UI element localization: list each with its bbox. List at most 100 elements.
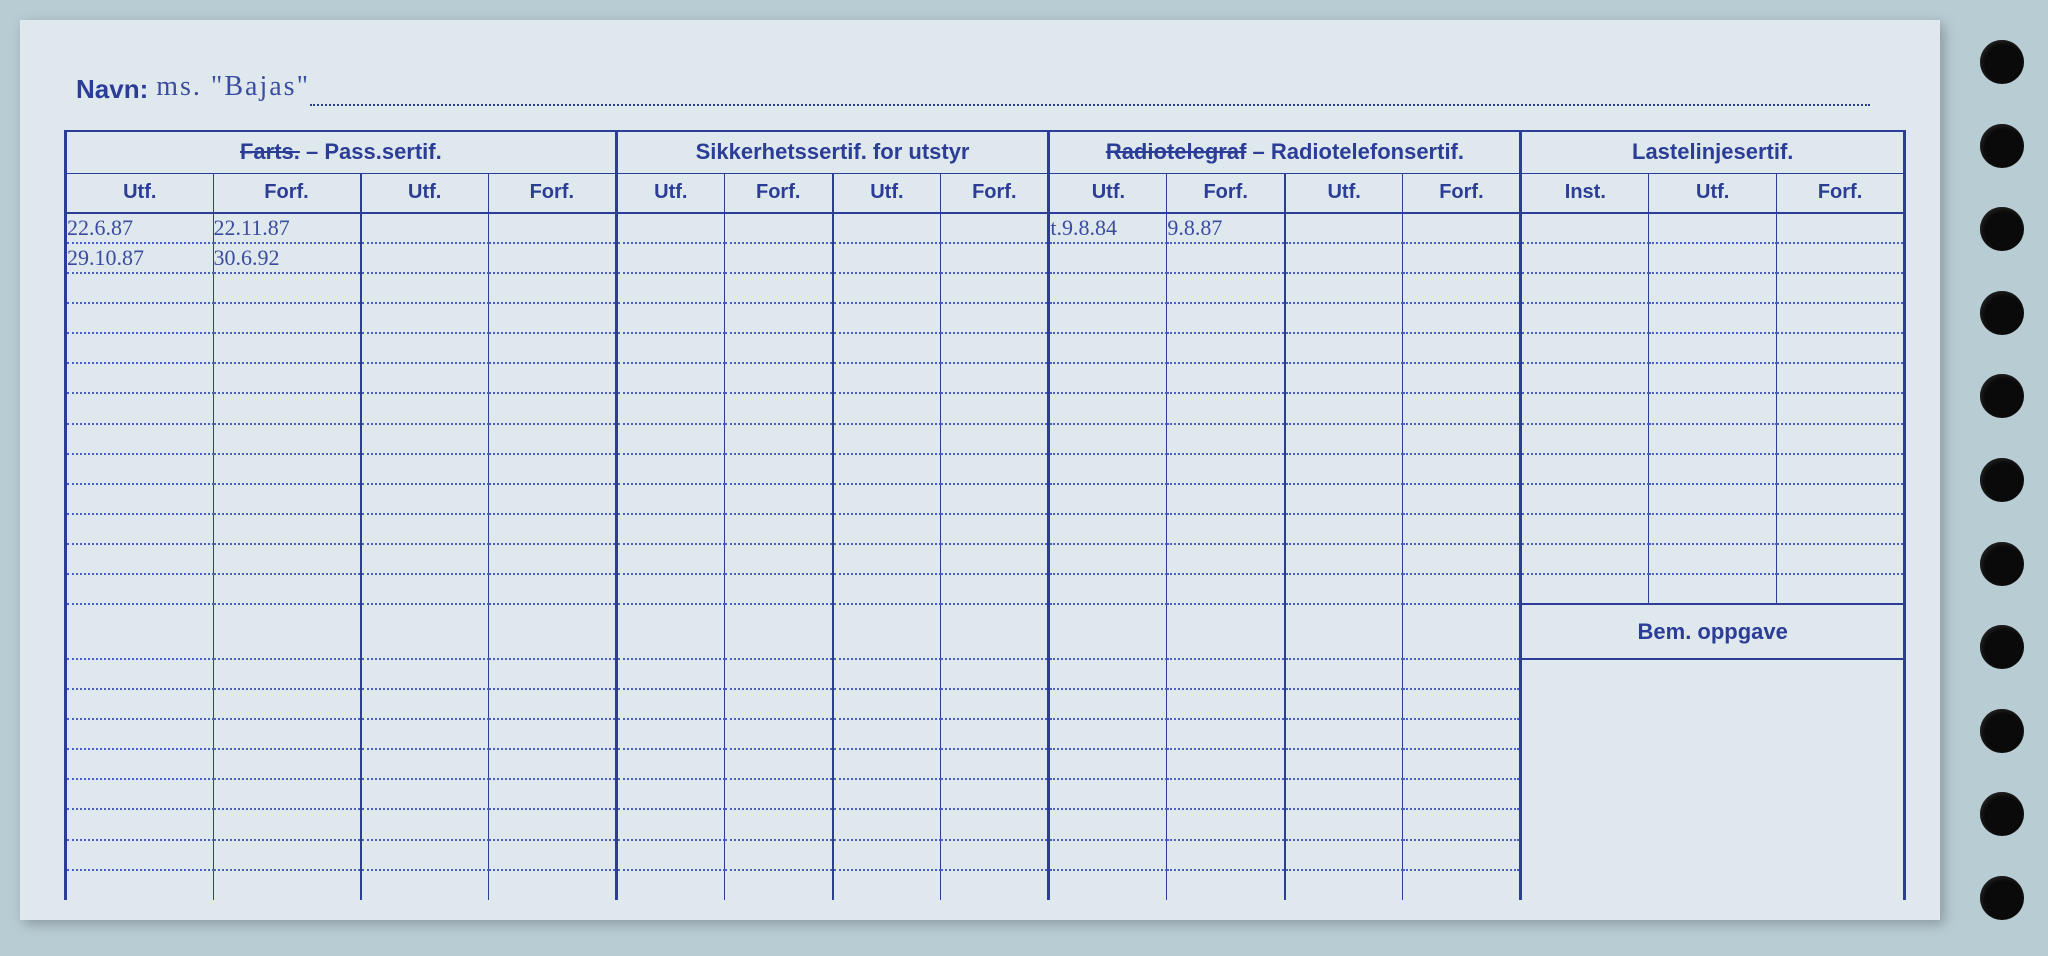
data-cell <box>361 484 489 514</box>
data-cell <box>1777 424 1905 454</box>
data-cell <box>1403 213 1521 243</box>
data-cell <box>1649 574 1777 604</box>
data-cell <box>724 544 832 574</box>
data-cell <box>66 574 214 604</box>
binder-hole <box>1980 40 2024 84</box>
data-cell <box>66 689 214 719</box>
data-cell <box>1403 719 1521 749</box>
data-cell <box>941 273 1049 303</box>
data-cell <box>616 659 724 689</box>
data-cell <box>616 484 724 514</box>
data-cell <box>1167 514 1285 544</box>
data-cell <box>616 779 724 809</box>
data-cell <box>1403 454 1521 484</box>
data-cell <box>1167 604 1285 659</box>
data-cell <box>941 393 1049 423</box>
data-cell <box>1167 870 1285 900</box>
data-cell <box>941 719 1049 749</box>
data-cell <box>488 689 616 719</box>
data-cell <box>1285 303 1403 333</box>
data-cell: 29.10.87 <box>66 243 214 273</box>
data-cell <box>66 273 214 303</box>
data-cell <box>1049 659 1167 689</box>
column-header: Forf. <box>488 173 616 213</box>
data-cell <box>941 870 1049 900</box>
data-cell <box>1777 333 1905 363</box>
data-cell <box>66 870 214 900</box>
data-cell <box>941 424 1049 454</box>
data-cell <box>361 719 489 749</box>
data-cell <box>616 544 724 574</box>
data-cell <box>1403 333 1521 363</box>
column-header: Utf. <box>66 173 214 213</box>
data-cell <box>616 840 724 870</box>
data-cell <box>66 659 214 689</box>
data-cell <box>1521 273 1649 303</box>
data-cell <box>724 273 832 303</box>
bem-oppgave-cell <box>1521 809 1905 839</box>
data-cell <box>1403 424 1521 454</box>
data-cell <box>213 574 361 604</box>
data-cell <box>833 809 941 839</box>
group-header: Radiotelegraf – Radiotelefonsertif. <box>1049 131 1521 173</box>
data-cell <box>361 243 489 273</box>
data-cell <box>213 689 361 719</box>
data-cell <box>1167 484 1285 514</box>
binder-hole <box>1980 709 2024 753</box>
data-cell <box>724 809 832 839</box>
data-cell <box>724 333 832 363</box>
data-cell <box>488 544 616 574</box>
data-cell <box>213 659 361 689</box>
data-cell <box>941 689 1049 719</box>
binder-hole <box>1980 876 2024 920</box>
bem-oppgave-cell <box>1521 719 1905 749</box>
data-cell <box>66 393 214 423</box>
data-cell <box>1777 484 1905 514</box>
data-cell: 30.6.92 <box>213 243 361 273</box>
data-cell <box>1049 243 1167 273</box>
data-cell <box>1285 393 1403 423</box>
data-cell <box>1521 303 1649 333</box>
data-cell <box>1403 273 1521 303</box>
data-cell <box>941 749 1049 779</box>
data-cell <box>361 454 489 484</box>
table-row <box>66 363 1905 393</box>
data-cell <box>488 484 616 514</box>
data-cell <box>1049 484 1167 514</box>
data-cell <box>66 719 214 749</box>
column-header: Forf. <box>1403 173 1521 213</box>
data-cell <box>1285 333 1403 363</box>
data-cell <box>488 779 616 809</box>
data-cell: 22.11.87 <box>213 213 361 243</box>
data-cell <box>724 659 832 689</box>
table-row <box>66 749 1905 779</box>
data-cell <box>1049 363 1167 393</box>
data-cell <box>66 514 214 544</box>
data-cell <box>616 870 724 900</box>
data-cell <box>724 363 832 393</box>
data-cell <box>1285 243 1403 273</box>
data-cell <box>488 273 616 303</box>
data-cell <box>1777 303 1905 333</box>
group-header: Farts. – Pass.sertif. <box>66 131 617 173</box>
data-cell <box>213 484 361 514</box>
data-cell <box>1049 333 1167 363</box>
table-row <box>66 779 1905 809</box>
data-cell <box>1167 840 1285 870</box>
data-cell <box>1049 779 1167 809</box>
data-cell <box>1403 484 1521 514</box>
data-cell <box>488 514 616 544</box>
navn-value: ms. "Bajas" <box>156 71 310 102</box>
table-row <box>66 840 1905 870</box>
data-cell <box>488 424 616 454</box>
data-cell <box>724 514 832 544</box>
bem-oppgave-header: Bem. oppgave <box>1521 604 1905 659</box>
data-cell: 9.8.87 <box>1167 213 1285 243</box>
data-cell <box>941 303 1049 333</box>
data-cell <box>724 424 832 454</box>
bem-oppgave-cell <box>1521 870 1905 900</box>
data-cell <box>1049 424 1167 454</box>
data-cell <box>1285 363 1403 393</box>
data-cell <box>1167 363 1285 393</box>
data-cell <box>1649 544 1777 574</box>
